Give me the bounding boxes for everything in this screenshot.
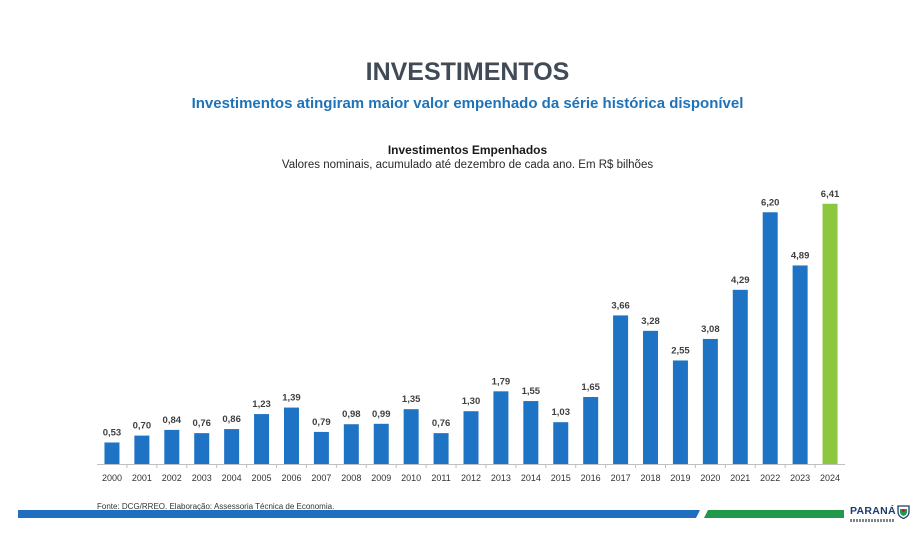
bar-2003 xyxy=(194,433,210,464)
x-tick-label-2017: 2017 xyxy=(611,473,631,483)
bar-2008 xyxy=(343,424,359,464)
value-label-2023: 4,89 xyxy=(791,250,810,261)
x-tick-label-2004: 2004 xyxy=(222,473,242,483)
page-title: INVESTIMENTOS xyxy=(365,58,570,86)
bar-2011 xyxy=(433,433,449,464)
x-tick-label-2006: 2006 xyxy=(281,473,301,483)
bar-2001 xyxy=(134,435,150,464)
value-label-2000: 0,53 xyxy=(103,427,122,438)
bar-2023 xyxy=(792,265,808,464)
x-tick-label-2020: 2020 xyxy=(700,473,720,483)
bar-2004 xyxy=(224,429,240,464)
value-label-2006: 1,39 xyxy=(282,393,301,404)
bar-2020 xyxy=(702,338,718,464)
bar-2000 xyxy=(104,442,120,464)
bar-2017 xyxy=(613,315,629,464)
bar-2022 xyxy=(762,212,778,464)
x-tick-label-2007: 2007 xyxy=(311,473,331,483)
value-label-2003: 0,76 xyxy=(192,418,211,429)
bar-2006 xyxy=(283,407,299,464)
value-label-2005: 1,23 xyxy=(252,399,271,410)
value-label-2015: 1,03 xyxy=(552,407,571,418)
bar-2009 xyxy=(373,423,389,464)
x-tick-label-2002: 2002 xyxy=(162,473,182,483)
value-label-2011: 0,76 xyxy=(432,418,451,429)
x-tick-label-2019: 2019 xyxy=(670,473,690,483)
value-label-2021: 4,29 xyxy=(731,275,750,286)
shield-icon xyxy=(897,505,910,519)
source-note: Fonte: DCG/RREO. Elaboração: Assessoria … xyxy=(97,502,335,511)
value-label-2016: 1,65 xyxy=(581,382,600,393)
chart-title: Investimentos Empenhados xyxy=(387,143,548,157)
footer-stripe-blue xyxy=(18,510,700,518)
footer-stripe-green xyxy=(704,510,844,518)
bar-2002 xyxy=(164,429,180,464)
value-label-2010: 1,35 xyxy=(402,394,421,405)
x-tick-label-2012: 2012 xyxy=(461,473,481,483)
x-tick-label-2021: 2021 xyxy=(730,473,750,483)
value-label-2018: 3,28 xyxy=(641,316,660,327)
value-label-2017: 3,66 xyxy=(611,300,630,311)
bar-2019 xyxy=(672,360,688,464)
x-tick-label-2008: 2008 xyxy=(341,473,361,483)
value-label-2022: 6,20 xyxy=(761,197,780,208)
x-tick-label-2018: 2018 xyxy=(641,473,661,483)
bar-2010 xyxy=(403,409,419,464)
x-tick-label-2022: 2022 xyxy=(760,473,780,483)
x-tick-label-2024: 2024 xyxy=(820,473,840,483)
x-tick-label-2000: 2000 xyxy=(102,473,122,483)
bar-2013 xyxy=(493,391,509,464)
x-tick-label-2011: 2011 xyxy=(431,473,450,483)
x-tick-label-2005: 2005 xyxy=(252,473,272,483)
x-tick-label-2015: 2015 xyxy=(551,473,571,483)
x-tick-label-2013: 2013 xyxy=(491,473,511,483)
value-label-2019: 2,55 xyxy=(671,345,690,356)
bar-2007 xyxy=(313,431,329,464)
value-label-2020: 3,08 xyxy=(701,324,720,335)
bar-2014 xyxy=(523,401,539,464)
bar-2018 xyxy=(643,330,659,464)
bar-2012 xyxy=(463,411,479,464)
value-label-2024: 6,41 xyxy=(821,189,840,200)
bar-2024 xyxy=(822,203,838,464)
parana-logo: PARANÁ xyxy=(850,505,912,525)
x-tick-label-2003: 2003 xyxy=(192,473,212,483)
bar-2016 xyxy=(583,397,599,464)
logo-tagline xyxy=(850,519,894,522)
x-tick-label-2023: 2023 xyxy=(790,473,810,483)
value-label-2012: 1,30 xyxy=(462,396,481,407)
bar-2015 xyxy=(553,422,569,464)
x-tick-label-2010: 2010 xyxy=(401,473,421,483)
value-label-2004: 0,86 xyxy=(222,414,241,425)
page-subtitle: Investimentos atingiram maior valor empe… xyxy=(191,95,744,112)
value-label-2009: 0,99 xyxy=(372,409,391,420)
logo-text: PARANÁ xyxy=(850,505,896,517)
value-label-2007: 0,79 xyxy=(312,417,331,428)
value-label-2002: 0,84 xyxy=(163,415,182,426)
chart-subtitle: Valores nominais, acumulado até dezembro… xyxy=(281,159,654,171)
x-tick-label-2001: 2001 xyxy=(132,473,152,483)
bar-2021 xyxy=(732,289,748,464)
bar-2005 xyxy=(254,414,270,464)
x-tick-label-2009: 2009 xyxy=(371,473,391,483)
value-label-2014: 1,55 xyxy=(522,386,541,397)
x-tick-label-2016: 2016 xyxy=(581,473,601,483)
value-label-2001: 0,70 xyxy=(133,421,152,432)
value-label-2008: 0,98 xyxy=(342,409,361,420)
x-tick-label-2014: 2014 xyxy=(521,473,541,483)
value-label-2013: 1,79 xyxy=(492,376,511,387)
